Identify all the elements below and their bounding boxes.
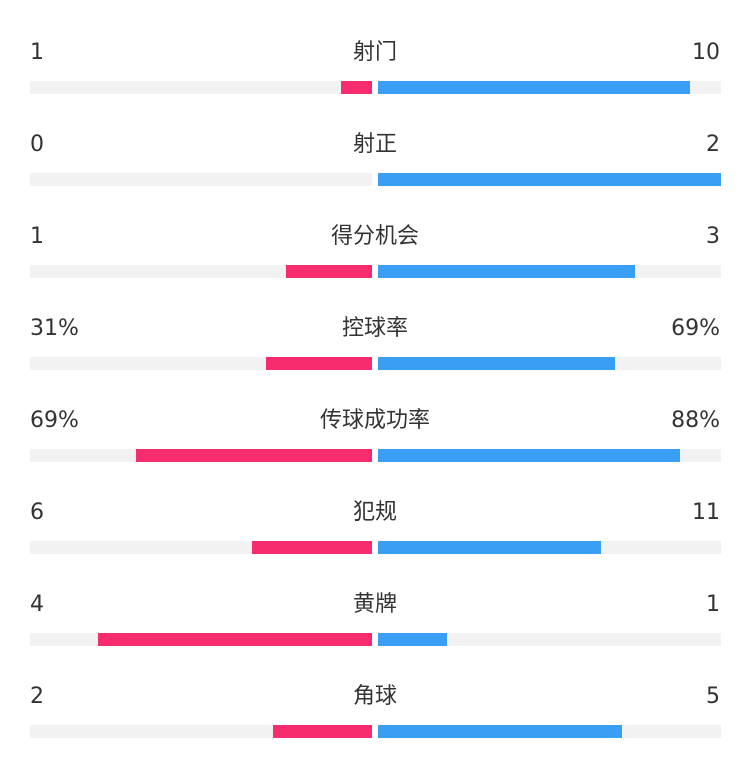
stat-label: 射门: [352, 40, 397, 65]
stat-label: 射正: [352, 132, 397, 157]
stat-label: 得分机会: [330, 224, 419, 249]
right-value: 10: [692, 40, 720, 65]
right-bar: [378, 633, 447, 646]
left-bar-track: [30, 633, 372, 646]
right-value: 11: [692, 500, 720, 525]
right-bar-track: [378, 541, 721, 554]
stat-row: 2 角球 5: [0, 677, 750, 769]
right-bar-track: [378, 449, 721, 462]
right-bar: [378, 357, 615, 370]
left-bar-track: [30, 357, 372, 370]
right-bar: [378, 81, 690, 94]
right-bar: [378, 725, 622, 738]
stat-label: 传球成功率: [319, 408, 430, 433]
left-bar-track: [30, 173, 372, 186]
left-bar-track: [30, 541, 372, 554]
stat-row: 4 黄牌 1: [0, 585, 750, 677]
left-value: 1: [30, 40, 44, 65]
left-bar-track: [30, 265, 372, 278]
right-bar: [378, 173, 721, 186]
left-value: 31%: [30, 316, 79, 341]
right-bar: [378, 541, 601, 554]
right-value: 1: [706, 592, 720, 617]
right-bar: [378, 265, 635, 278]
left-value: 1: [30, 224, 44, 249]
right-bar-track: [378, 265, 721, 278]
right-value: 69%: [671, 316, 720, 341]
stat-label: 角球: [352, 684, 397, 709]
stat-row: 1 射门 10: [0, 33, 750, 125]
right-bar: [378, 449, 680, 462]
left-value: 6: [30, 500, 44, 525]
right-value: 88%: [671, 408, 720, 433]
left-value: 69%: [30, 408, 79, 433]
left-value: 0: [30, 132, 44, 157]
left-bar-track: [30, 725, 372, 738]
stat-label: 黄牌: [352, 592, 397, 617]
left-bar: [136, 449, 372, 462]
right-bar-track: [378, 357, 721, 370]
right-bar-track: [378, 725, 721, 738]
left-bar: [286, 265, 372, 278]
right-bar-track: [378, 173, 721, 186]
stat-row: 1 得分机会 3: [0, 217, 750, 309]
left-bar: [266, 357, 372, 370]
left-bar-track: [30, 81, 372, 94]
right-value: 3: [706, 224, 720, 249]
right-value: 5: [706, 684, 720, 709]
stat-row: 6 犯规 11: [0, 493, 750, 585]
stat-label: 控球率: [341, 316, 408, 341]
left-value: 4: [30, 592, 44, 617]
stat-row: 0 射正 2: [0, 125, 750, 217]
stat-label: 犯规: [352, 500, 397, 525]
left-bar-track: [30, 449, 372, 462]
right-bar-track: [378, 633, 721, 646]
stat-row: 31% 控球率 69%: [0, 309, 750, 401]
right-bar-track: [378, 81, 721, 94]
left-value: 2: [30, 684, 44, 709]
left-bar: [252, 541, 372, 554]
left-bar: [273, 725, 372, 738]
right-value: 2: [706, 132, 720, 157]
stat-row: 69% 传球成功率 88%: [0, 401, 750, 493]
left-bar: [341, 81, 372, 94]
left-bar: [98, 633, 372, 646]
